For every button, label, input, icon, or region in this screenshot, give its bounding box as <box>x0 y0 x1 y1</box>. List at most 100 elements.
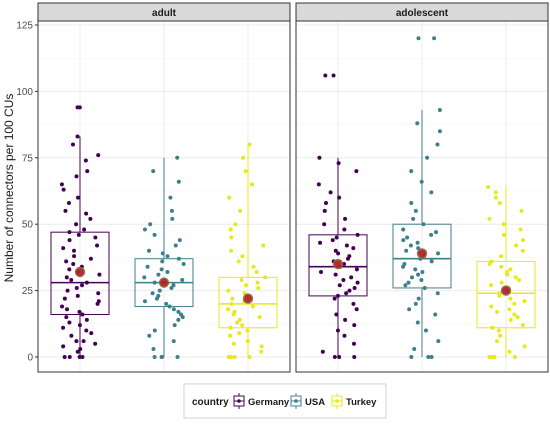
data-point <box>160 259 165 264</box>
data-point <box>419 277 424 282</box>
data-point <box>324 200 329 205</box>
data-point <box>354 307 359 312</box>
legend-key-point <box>294 399 298 403</box>
data-point <box>97 272 102 277</box>
y-tick-label: 0 <box>27 353 33 364</box>
data-point <box>75 134 80 139</box>
data-point <box>425 155 430 160</box>
data-point <box>336 161 341 166</box>
y-tick-label: 125 <box>16 21 33 32</box>
data-point <box>331 73 336 78</box>
data-point <box>254 270 259 275</box>
data-point <box>61 344 66 349</box>
data-point <box>409 355 414 359</box>
data-point <box>320 349 325 354</box>
data-point <box>228 333 233 338</box>
data-point <box>347 254 352 259</box>
data-point <box>61 187 66 192</box>
box-group-germany <box>308 73 368 359</box>
data-point <box>62 355 67 359</box>
legend-entry-label: Germany <box>248 397 290 408</box>
data-point <box>251 264 256 269</box>
data-point <box>62 296 67 301</box>
data-point <box>96 299 101 304</box>
data-point <box>337 283 342 288</box>
data-point <box>80 283 85 288</box>
data-point <box>432 36 437 41</box>
mean-marker <box>332 258 344 270</box>
data-point <box>332 355 337 359</box>
data-point <box>490 325 495 330</box>
data-point <box>421 222 426 227</box>
y-tick-label: 75 <box>22 153 34 164</box>
data-point <box>67 355 72 359</box>
data-point <box>318 240 323 245</box>
data-point <box>171 339 176 344</box>
data-point <box>426 355 431 359</box>
data-point <box>499 264 504 269</box>
data-point <box>261 243 266 248</box>
data-point <box>152 232 157 237</box>
data-point <box>407 307 412 312</box>
data-point <box>151 169 156 174</box>
data-point <box>429 355 434 359</box>
data-point <box>84 317 89 322</box>
data-point <box>316 182 321 187</box>
data-point <box>328 190 333 195</box>
data-point <box>423 328 428 333</box>
data-point <box>151 347 156 352</box>
data-point <box>354 267 359 272</box>
data-point <box>434 230 439 235</box>
data-point <box>169 208 174 213</box>
data-point <box>415 320 420 325</box>
data-point <box>422 285 427 290</box>
data-point <box>244 283 249 288</box>
data-point <box>489 259 494 264</box>
data-point <box>336 251 341 256</box>
data-point <box>159 267 164 272</box>
data-point <box>229 248 234 253</box>
legend-entry-label: USA <box>305 397 325 408</box>
data-point <box>74 174 79 179</box>
y-tick-label: 25 <box>22 286 34 297</box>
data-point <box>515 315 520 320</box>
data-point <box>354 169 359 174</box>
data-point <box>337 355 342 359</box>
data-point <box>499 280 504 285</box>
data-point <box>409 200 414 205</box>
data-point <box>147 333 152 338</box>
data-point <box>84 328 89 333</box>
data-point <box>145 264 150 269</box>
box <box>50 231 110 316</box>
data-point <box>335 293 340 298</box>
facet-adult: adult <box>37 2 291 373</box>
data-point <box>179 312 184 317</box>
data-point <box>410 275 415 280</box>
data-point <box>342 333 347 338</box>
data-point <box>495 339 500 344</box>
data-point <box>152 355 157 359</box>
data-point <box>142 227 147 232</box>
data-point <box>352 323 357 328</box>
data-point <box>175 155 180 160</box>
data-point <box>160 251 165 256</box>
data-point <box>401 238 406 243</box>
data-point <box>80 312 85 317</box>
data-point <box>322 208 327 213</box>
data-point <box>493 195 498 200</box>
data-point <box>489 304 494 309</box>
data-point <box>413 267 418 272</box>
data-point <box>498 333 503 338</box>
legend-key-point <box>335 399 339 403</box>
data-point <box>229 235 234 240</box>
data-point <box>322 222 327 227</box>
data-point <box>93 235 98 240</box>
data-point <box>247 355 252 359</box>
data-point <box>173 243 178 248</box>
data-point <box>263 275 268 280</box>
data-point <box>419 179 424 184</box>
data-point <box>520 323 525 328</box>
facet-strip-label: adolescent <box>396 8 449 19</box>
data-point <box>239 277 244 282</box>
